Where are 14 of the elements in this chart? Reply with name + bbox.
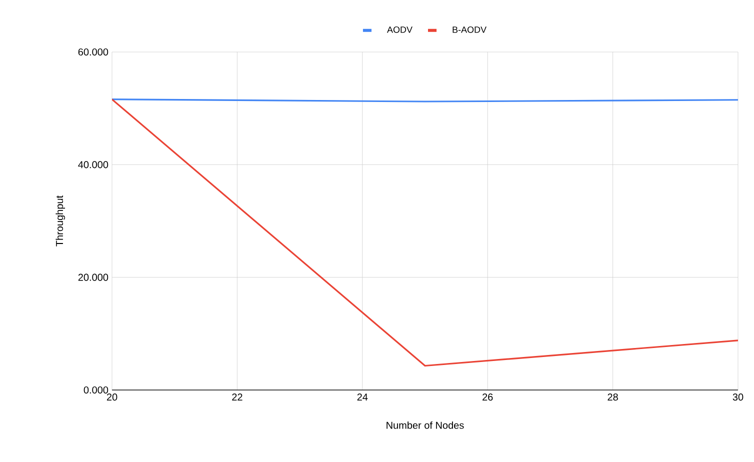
legend-label: B-AODV — [452, 26, 486, 33]
x-tick-label: 20 — [106, 394, 118, 401]
x-tick-label: 24 — [357, 394, 368, 400]
y-tick-label: 60.000 — [78, 48, 108, 56]
x-tick-label: 28 — [608, 394, 618, 401]
y-axis-title: Throughput — [56, 195, 66, 246]
x-tick-label: 30 — [732, 394, 744, 401]
y-tick-label: 40.000 — [78, 161, 108, 168]
x-axis-title: Number of Nodes — [386, 421, 464, 429]
y-tick-label: 0.000 — [84, 386, 108, 394]
y-tick-label: 20.000 — [78, 274, 108, 281]
x-tick-label: 22 — [232, 394, 242, 400]
x-tick-label: 26 — [482, 394, 493, 401]
legend-label: AODV — [387, 26, 412, 33]
